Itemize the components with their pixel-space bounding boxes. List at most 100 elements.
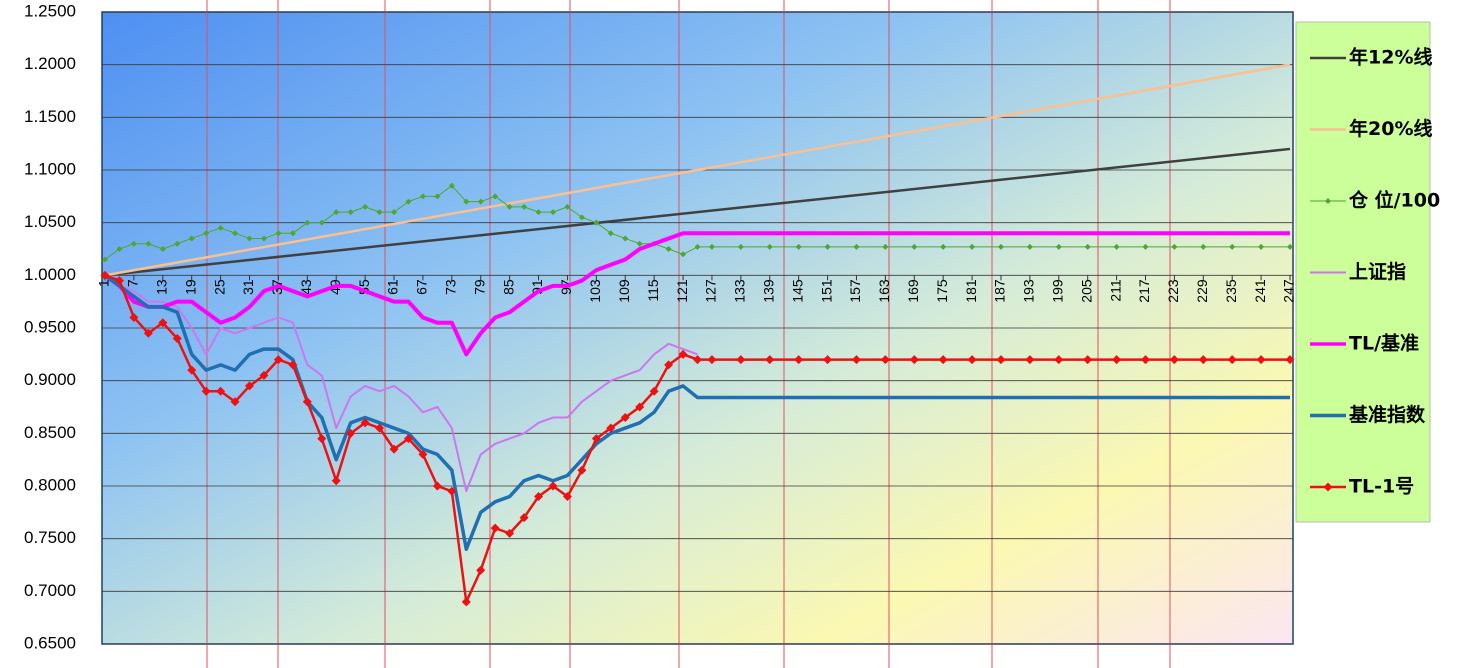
x-tick-label: 193 [1021, 279, 1037, 303]
data-point [535, 209, 542, 216]
data-point [622, 235, 629, 242]
data-point [375, 423, 385, 433]
data-point [434, 193, 441, 200]
x-tick-label: 73 [443, 279, 459, 295]
data-point [620, 413, 630, 423]
y-tick-label: 0.6500 [24, 633, 76, 652]
data-point [1054, 355, 1064, 365]
data-point [331, 476, 341, 486]
legend-marker [1323, 482, 1333, 492]
data-point [216, 386, 226, 396]
data-point [232, 230, 239, 237]
x-tick-label: 67 [414, 279, 430, 295]
y-tick-label: 1.0000 [24, 265, 76, 284]
x-tick-label: 163 [876, 279, 892, 303]
data-point [707, 355, 717, 365]
x-tick-label: 43 [298, 279, 314, 295]
data-point [938, 355, 948, 365]
data-point [578, 214, 585, 221]
y-tick-label: 0.7000 [24, 581, 76, 600]
data-point [1171, 243, 1178, 250]
data-point [997, 243, 1004, 250]
data-point [649, 386, 659, 396]
data-point [678, 349, 688, 359]
y-tick-label: 0.8500 [24, 423, 76, 442]
data-point [448, 182, 455, 189]
x-tick-label: 133 [732, 279, 748, 303]
data-point [693, 355, 702, 365]
data-point [664, 360, 674, 370]
data-point [665, 246, 672, 252]
x-tick-label: 19 [182, 279, 198, 295]
data-point [1258, 243, 1265, 250]
x-tick-label: 103 [587, 279, 603, 303]
y-tick-label: 0.7500 [24, 528, 76, 547]
data-point [463, 198, 470, 205]
y-tick-label: 1.1500 [24, 107, 76, 126]
x-tick-label: 247 [1281, 279, 1297, 303]
data-point [1256, 355, 1266, 365]
data-point [1227, 355, 1237, 365]
data-point [259, 370, 269, 380]
x-tick-label: 199 [1049, 279, 1065, 303]
data-point [1055, 243, 1062, 250]
data-point [534, 492, 544, 502]
series-line [104, 147, 1291, 277]
data-point [145, 240, 152, 247]
data-point [1285, 355, 1295, 365]
x-tick-label: 187 [992, 279, 1008, 303]
x-tick-label: 175 [934, 279, 950, 303]
legend-marker [1325, 198, 1331, 204]
data-point [969, 243, 976, 250]
x-tick-label: 157 [847, 279, 863, 303]
data-point [317, 434, 327, 444]
data-point [766, 243, 773, 250]
data-point [607, 230, 614, 237]
series [104, 274, 698, 493]
data-point [1084, 243, 1091, 250]
data-point [909, 355, 919, 365]
data-point [694, 243, 701, 250]
data-point [476, 565, 486, 575]
data-point [288, 360, 298, 370]
data-point [1112, 355, 1122, 365]
legend-label: 仓 位/100 [1348, 189, 1440, 212]
data-point [1229, 243, 1236, 250]
data-point [940, 243, 947, 250]
data-point [911, 243, 918, 250]
legend-label: TL-1号 [1349, 476, 1414, 498]
data-point [333, 209, 340, 216]
data-point [1198, 355, 1208, 365]
x-tick-label: 13 [154, 279, 170, 295]
data-point [461, 597, 471, 607]
data-point [201, 386, 211, 396]
data-point [1083, 355, 1093, 365]
data-point [346, 428, 356, 438]
data-point [521, 203, 528, 210]
data-point [490, 523, 500, 533]
x-tick-label: 121 [674, 279, 690, 303]
data-point [203, 230, 210, 237]
x-tick-label: 61 [385, 279, 401, 295]
series-line [103, 273, 1290, 551]
y-tick-label: 0.8000 [24, 475, 76, 494]
x-tick-label: 217 [1136, 279, 1152, 303]
y-tick-label: 1.2500 [24, 1, 76, 20]
data-point [1113, 243, 1120, 250]
x-tick-label: 115 [645, 279, 661, 302]
data-point [967, 355, 977, 365]
data-point [217, 224, 224, 231]
data-point [304, 219, 311, 226]
data-point [635, 402, 645, 412]
y-tick-label: 0.9000 [24, 370, 76, 389]
data-point [347, 209, 354, 216]
x-tick-label: 181 [963, 279, 979, 303]
legend-label: 年20%线 [1349, 117, 1432, 140]
data-point [736, 355, 746, 365]
data-point [680, 251, 687, 258]
data-point [577, 465, 587, 475]
data-point [606, 423, 616, 433]
data-point [245, 381, 255, 391]
series [102, 182, 1293, 263]
data-point [188, 235, 195, 242]
